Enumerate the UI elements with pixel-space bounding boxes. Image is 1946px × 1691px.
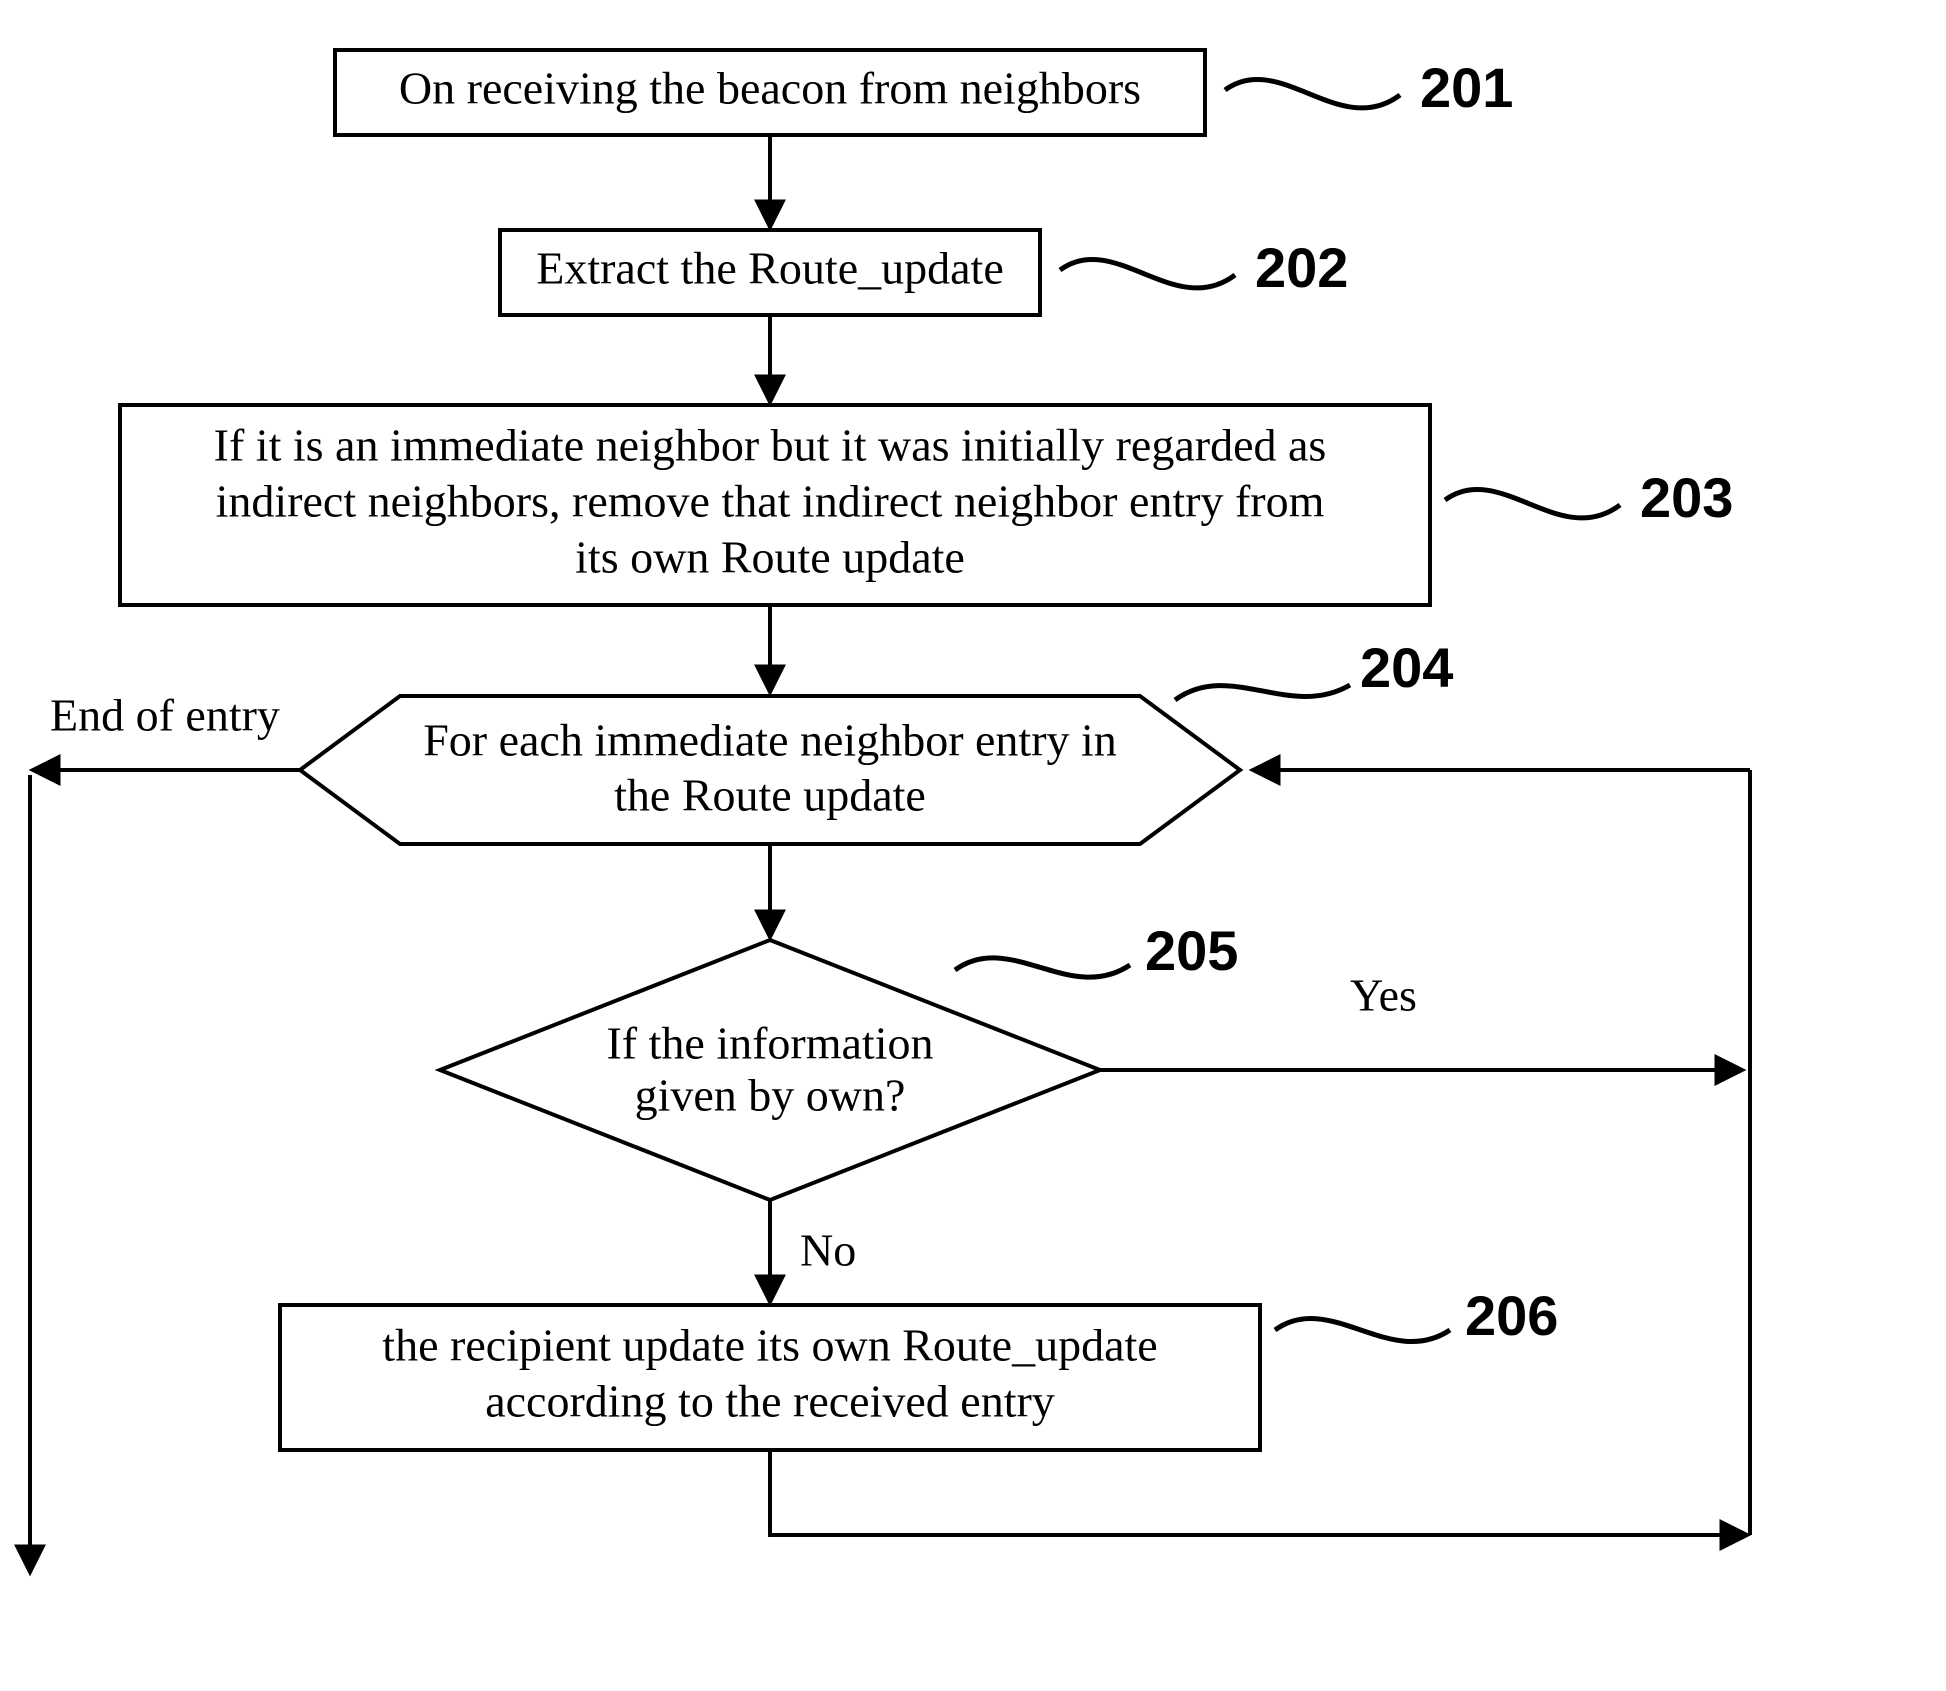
node-205: If the information given by own?	[440, 940, 1100, 1200]
node-204-text-1: For each immediate neighbor entry in	[423, 715, 1117, 766]
node-204: For each immediate neighbor entry in the…	[300, 696, 1240, 844]
node-201-text: On receiving the beacon from neighbors	[399, 63, 1141, 114]
node-206-text-1: the recipient update its own Route_updat…	[382, 1320, 1157, 1371]
callout-203	[1445, 489, 1620, 517]
node-205-text-1: If the information	[606, 1018, 933, 1069]
ref-205: 205	[1145, 919, 1238, 982]
node-203-text-3: its own Route update	[575, 532, 965, 583]
node-206: the recipient update its own Route_updat…	[280, 1305, 1260, 1450]
label-end-of-entry: End of entry	[50, 690, 280, 741]
node-206-text-2: according to the received entry	[485, 1376, 1055, 1427]
ref-206: 206	[1465, 1284, 1558, 1347]
ref-201: 201	[1420, 56, 1513, 119]
node-203-text-1: If it is an immediate neighbor but it wa…	[214, 420, 1327, 471]
node-202-text: Extract the Route_update	[536, 243, 1004, 294]
node-202: Extract the Route_update	[500, 230, 1040, 315]
callout-202	[1060, 259, 1235, 287]
callout-204	[1175, 685, 1350, 700]
node-204-text-2: the Route update	[614, 770, 926, 821]
node-203: If it is an immediate neighbor but it wa…	[120, 405, 1430, 605]
ref-202: 202	[1255, 236, 1348, 299]
node-205-text-2: given by own?	[635, 1070, 906, 1121]
edge-206-feedback-horiz	[770, 1450, 1745, 1535]
callout-201	[1225, 79, 1400, 107]
callout-206	[1275, 1318, 1450, 1341]
node-201: On receiving the beacon from neighbors	[335, 50, 1205, 135]
ref-203: 203	[1640, 466, 1733, 529]
label-no: No	[800, 1225, 856, 1276]
label-yes: Yes	[1350, 970, 1417, 1021]
flowchart-route-update: On receiving the beacon from neighbors 2…	[0, 0, 1946, 1691]
ref-204: 204	[1360, 636, 1453, 699]
callout-205	[955, 958, 1130, 977]
node-203-text-2: indirect neighbors, remove that indirect…	[216, 476, 1325, 527]
